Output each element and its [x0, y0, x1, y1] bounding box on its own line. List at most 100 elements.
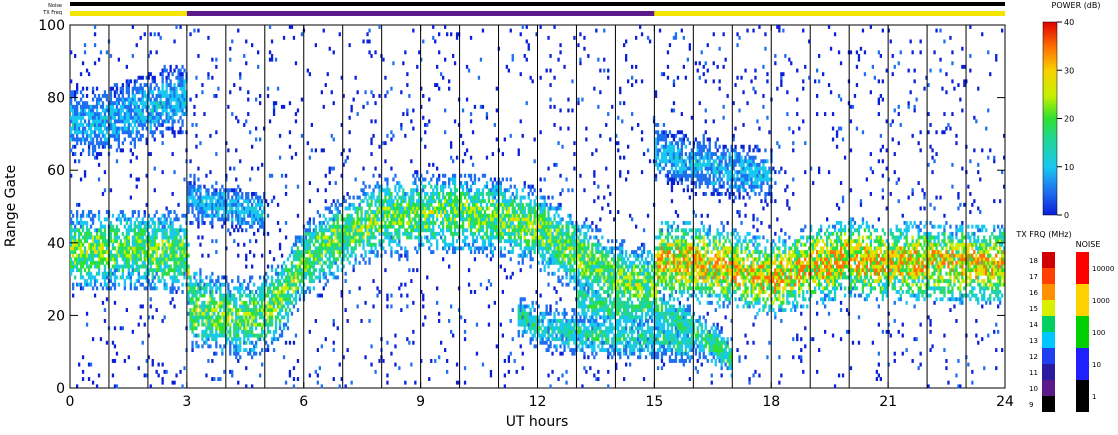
echo-cell: [227, 304, 230, 309]
echo-cell: [394, 184, 397, 189]
echo-cell: [247, 304, 250, 309]
echo-cell: [133, 83, 136, 87]
echo-cell: [149, 260, 152, 265]
echo-cell: [284, 322, 288, 327]
echo-cell: [147, 239, 150, 244]
echo-cell: [376, 217, 379, 222]
echo-cell: [72, 90, 75, 95]
echo-cell: [442, 181, 445, 185]
echo-cell: [276, 315, 280, 320]
echo-cell: [145, 253, 148, 258]
echo-cell: [243, 213, 246, 218]
echo-cell: [525, 213, 528, 218]
echo-cell: [165, 231, 168, 236]
echo-cell: [125, 231, 128, 236]
echo-cell: [79, 72, 83, 77]
echo-cell: [493, 177, 496, 182]
echo-cell: [139, 35, 142, 40]
echo-cell: [501, 192, 504, 196]
echo-cell: [372, 279, 375, 283]
echo-cell: [79, 282, 83, 287]
echo-cell: [147, 94, 150, 98]
echo-cell: [259, 333, 262, 338]
echo-cell: [392, 213, 395, 218]
echo-cell: [151, 104, 154, 109]
echo-cell: [135, 130, 138, 135]
echo-cell: [350, 228, 353, 233]
echo-cell: [187, 293, 190, 298]
echo-cell: [268, 50, 272, 55]
echo-cell: [521, 333, 524, 338]
echo-cell: [76, 210, 79, 214]
echo-cell: [165, 97, 168, 102]
echo-cell: [265, 308, 268, 312]
echo-cell: [143, 264, 146, 269]
echo-cell: [503, 239, 506, 244]
echo-cell: [471, 242, 475, 247]
echo-cell: [151, 250, 154, 254]
echo-cell: [113, 253, 117, 258]
echo-cell: [499, 250, 502, 254]
echo-cell: [509, 242, 512, 247]
echo-cell: [187, 264, 190, 269]
echo-cell: [72, 264, 75, 269]
echo-cell: [207, 75, 210, 80]
echo-cell: [85, 282, 89, 287]
echo-cell: [231, 297, 234, 302]
echo-cell: [412, 300, 415, 305]
echo-cell: [193, 322, 196, 327]
echo-cell: [257, 210, 260, 214]
echo-cell: [197, 224, 200, 229]
echo-cell: [324, 224, 327, 229]
echo-cell: [193, 177, 196, 182]
echo-cell: [465, 235, 469, 240]
echo-cell: [247, 97, 250, 102]
echo-cell: [237, 202, 240, 207]
echo-cell: [139, 123, 142, 127]
echo-cell: [384, 192, 387, 196]
echo-cell: [388, 206, 391, 211]
echo-cell: [280, 329, 284, 334]
echo-cell: [386, 213, 389, 218]
echo-cell: [434, 359, 437, 363]
echo-cell: [83, 282, 87, 287]
echo-cell: [201, 90, 204, 95]
echo-cell: [233, 333, 236, 338]
echo-cell: [479, 199, 483, 204]
echo-cell: [219, 377, 222, 381]
echo-cell: [453, 181, 457, 185]
echo-cell: [420, 206, 423, 211]
echo-cell: [382, 202, 385, 207]
echo-cell: [390, 217, 393, 222]
echo-cell: [378, 290, 381, 294]
echo-cell: [318, 257, 321, 262]
echo-cell: [153, 257, 156, 262]
echo-cell: [294, 112, 298, 116]
echo-cell: [181, 64, 184, 69]
echo-cell: [521, 188, 524, 193]
echo-cell: [87, 148, 91, 153]
echo-cell: [131, 250, 134, 254]
echo-cell: [161, 83, 164, 87]
echo-cell: [414, 181, 417, 185]
echo-cell: [400, 253, 403, 258]
echo-cell: [280, 173, 284, 178]
echo-cell: [135, 242, 138, 247]
echo-cell: [519, 206, 522, 211]
echo-cell: [191, 282, 194, 287]
echo-cell: [203, 315, 206, 320]
noise-strip-label: Noise: [48, 3, 62, 9]
echo-cell: [304, 264, 307, 269]
echo-cell: [278, 228, 282, 233]
echo-cell: [416, 188, 419, 193]
echo-cell: [213, 300, 216, 305]
echo-cell: [101, 108, 105, 113]
echo-cell: [97, 253, 101, 258]
echo-cell: [91, 275, 95, 280]
echo-cell: [103, 144, 107, 149]
echo-cell: [286, 268, 290, 273]
echo-cell: [386, 184, 389, 189]
echo-cell: [199, 293, 202, 298]
echo-cell: [79, 271, 83, 276]
echo-cell: [181, 94, 184, 98]
